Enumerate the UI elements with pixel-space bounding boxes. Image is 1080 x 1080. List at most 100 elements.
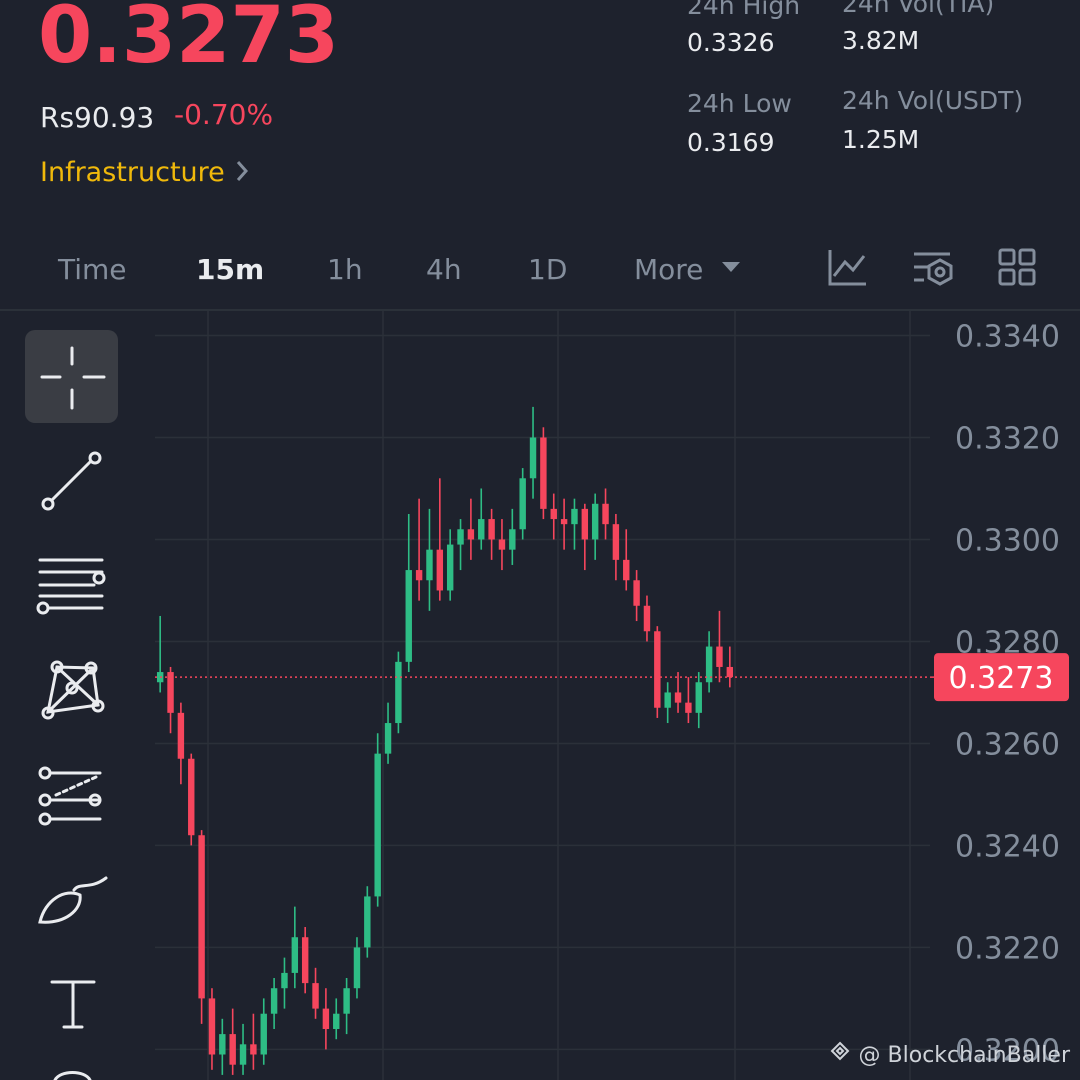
interval-tabs: Time 15m 1h 4h 1D More bbox=[57, 253, 703, 286]
candle-body bbox=[674, 692, 682, 703]
icon bbox=[927, 258, 953, 286]
y-tick-label: 0.3240 bbox=[955, 829, 1060, 864]
indicator-button[interactable] bbox=[828, 250, 866, 286]
candle-body bbox=[270, 988, 278, 1014]
candle-body bbox=[260, 1013, 267, 1055]
candle-body bbox=[239, 1044, 247, 1065]
icon bbox=[998, 268, 1016, 286]
candle-body bbox=[726, 666, 734, 678]
candle-body bbox=[281, 972, 288, 989]
candle-body bbox=[498, 539, 506, 550]
candle-body bbox=[654, 631, 661, 708]
icon bbox=[41, 706, 55, 720]
stat-label: 24h Vol(USDT) bbox=[842, 86, 1023, 115]
line-tool[interactable] bbox=[41, 451, 102, 511]
last-price-tag bbox=[934, 653, 1069, 702]
candle-body bbox=[488, 519, 495, 540]
watermark-text: @ BlockchainBaller bbox=[859, 1043, 1071, 1068]
candle-body bbox=[405, 570, 412, 662]
icon bbox=[832, 255, 866, 277]
candle-body bbox=[467, 529, 475, 540]
candle-body bbox=[384, 723, 392, 754]
candle-body bbox=[664, 692, 671, 708]
candle-body bbox=[333, 1013, 340, 1030]
icon bbox=[91, 699, 105, 713]
crosshair-tool[interactable] bbox=[40, 346, 106, 410]
fiat-price: Rs90.93 bbox=[40, 101, 154, 134]
candle-body bbox=[343, 988, 350, 1014]
icon bbox=[38, 558, 104, 610]
candle-body bbox=[509, 529, 516, 550]
icon bbox=[1018, 248, 1036, 266]
tool-selected-bg[interactable] bbox=[25, 330, 118, 423]
candle-body bbox=[591, 503, 599, 540]
icon bbox=[50, 460, 92, 502]
stat-value: 0.3169 bbox=[687, 128, 774, 157]
interval-tab[interactable]: 1D bbox=[528, 253, 567, 286]
candle-body bbox=[312, 983, 319, 1009]
candle-body bbox=[301, 937, 309, 984]
y-tick-label: 0.3340 bbox=[955, 319, 1060, 354]
candle-body bbox=[716, 646, 723, 667]
candle-body bbox=[571, 508, 578, 525]
candle-body bbox=[560, 519, 568, 525]
interval-tab[interactable]: 15m bbox=[196, 253, 264, 286]
layout-button[interactable] bbox=[998, 248, 1036, 286]
candle-body bbox=[219, 1034, 226, 1055]
stat-value: 0.3326 bbox=[687, 28, 774, 57]
stat-label: 24h High bbox=[687, 0, 800, 20]
candle-body bbox=[167, 672, 174, 713]
candle-body bbox=[519, 478, 526, 530]
stat-value: 1.25M bbox=[842, 125, 919, 154]
watermark: @ BlockchainBaller bbox=[830, 1041, 1071, 1068]
price-axis: 0.32000.32200.32400.32600.32800.33000.33… bbox=[930, 319, 1069, 1068]
candle-body bbox=[529, 437, 537, 479]
interval-tab[interactable]: More bbox=[634, 253, 703, 286]
sector-label[interactable]: Infrastructure bbox=[40, 157, 225, 188]
candle-body bbox=[540, 437, 547, 509]
candle-body bbox=[705, 646, 713, 683]
interval-tab[interactable]: Time bbox=[57, 253, 127, 286]
stat-value: 3.82M bbox=[842, 26, 919, 55]
interval-tab[interactable]: 1h bbox=[327, 253, 363, 286]
candle-body bbox=[353, 947, 361, 989]
icon bbox=[934, 266, 946, 278]
candle-body bbox=[633, 580, 640, 606]
hline-tool[interactable] bbox=[36, 558, 106, 615]
icon bbox=[84, 661, 98, 675]
settings-button[interactable] bbox=[914, 252, 953, 286]
icon bbox=[50, 660, 64, 674]
interval-tab[interactable]: 4h bbox=[426, 253, 462, 286]
y-tick-label: 0.3260 bbox=[955, 727, 1060, 762]
y-tick-label: 0.3220 bbox=[955, 931, 1060, 966]
brush-tool[interactable] bbox=[38, 876, 108, 924]
candle-body bbox=[602, 503, 609, 525]
icon bbox=[38, 766, 52, 780]
icon bbox=[88, 793, 102, 807]
candle-body bbox=[695, 682, 702, 713]
sector-link[interactable]: Infrastructure bbox=[40, 157, 249, 188]
text-tool[interactable] bbox=[50, 980, 96, 1029]
candle-body bbox=[685, 702, 692, 713]
dropdown-icon[interactable] bbox=[722, 262, 740, 272]
icon bbox=[48, 771, 102, 821]
icon bbox=[38, 793, 52, 807]
candle-body bbox=[208, 998, 216, 1055]
icon bbox=[88, 451, 102, 465]
candle-body bbox=[446, 544, 454, 591]
logo-icon bbox=[830, 1041, 850, 1061]
candle-body bbox=[457, 529, 464, 545]
candle-body bbox=[291, 937, 299, 973]
candle-body bbox=[478, 519, 485, 540]
candle-body bbox=[198, 835, 205, 999]
y-tick-label: 0.3200 bbox=[955, 1033, 1060, 1068]
fib-tool[interactable] bbox=[38, 766, 102, 826]
candle-body bbox=[436, 549, 444, 591]
candle-body bbox=[415, 570, 423, 581]
pattern-tool[interactable] bbox=[41, 660, 105, 720]
candle-body bbox=[374, 753, 381, 897]
candle-body bbox=[188, 758, 195, 836]
more-tool[interactable] bbox=[53, 1071, 92, 1080]
icon bbox=[828, 250, 866, 286]
candle-body bbox=[395, 661, 402, 724]
